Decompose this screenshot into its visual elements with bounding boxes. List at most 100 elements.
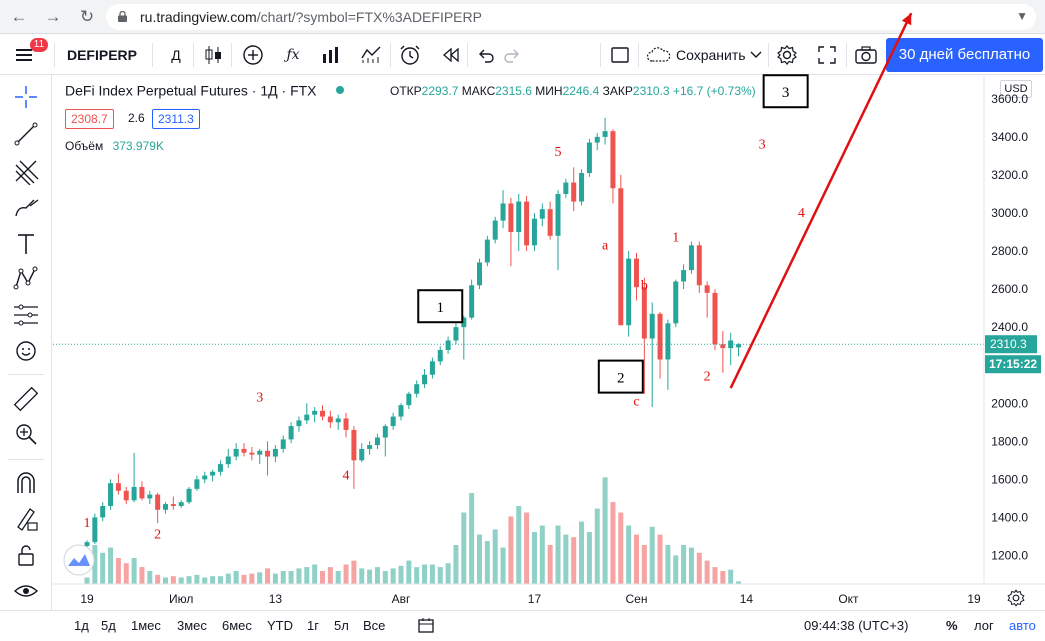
candle-body	[665, 323, 671, 360]
price-tick-label: 1400.0	[991, 510, 1028, 524]
redo-icon[interactable]	[502, 45, 522, 65]
range-button[interactable]: YTD	[267, 618, 293, 633]
camera-icon[interactable]	[854, 44, 878, 66]
zoom-in-icon[interactable]	[12, 420, 40, 448]
range-button[interactable]: 5л	[334, 618, 349, 633]
volume-bar	[539, 525, 545, 584]
chevron-down-icon[interactable]	[750, 51, 762, 59]
time-axis-settings-icon[interactable]	[1007, 589, 1025, 607]
save-button[interactable]: Сохранить	[676, 47, 746, 63]
alert-icon[interactable]	[398, 44, 422, 66]
volume-bar	[84, 577, 90, 584]
volume-bar	[139, 567, 145, 584]
candlesticks	[84, 117, 742, 554]
candle-body	[131, 486, 137, 501]
reload-icon[interactable]: ↻	[79, 7, 95, 26]
volume-bar	[398, 565, 404, 584]
range-button[interactable]: 1г	[307, 618, 319, 633]
brush-icon[interactable]	[12, 194, 40, 222]
volume-bar	[351, 560, 357, 584]
eye-icon[interactable]	[12, 577, 40, 605]
candle-body	[202, 475, 208, 480]
wave-label: 2	[704, 370, 711, 385]
financials-icon[interactable]	[320, 44, 342, 66]
magnet-icon[interactable]	[12, 469, 40, 497]
tv-logo[interactable]	[63, 544, 95, 576]
currency-button[interactable]: USD	[1000, 80, 1032, 98]
high-label: МАКС	[461, 84, 496, 98]
candle-body	[422, 374, 428, 385]
candle-body	[547, 209, 553, 236]
price-axis[interactable]: 1200.01400.01600.01800.02000.02200.02400…	[991, 92, 1028, 563]
pattern-icon[interactable]	[12, 265, 40, 293]
range-button[interactable]: 1д	[74, 618, 89, 633]
range-button[interactable]: 5д	[101, 618, 116, 633]
fullscreen-icon[interactable]	[816, 44, 838, 66]
range-button[interactable]: 3мес	[177, 618, 207, 633]
back-icon[interactable]: ←	[10, 7, 28, 26]
candle-body	[469, 285, 475, 318]
volume-bar	[665, 545, 671, 584]
interval-button[interactable]: Д	[171, 47, 181, 63]
undo-icon[interactable]	[476, 45, 496, 65]
volume-bar	[327, 567, 333, 584]
unlock-icon[interactable]	[12, 541, 40, 569]
replay-icon[interactable]	[440, 44, 462, 66]
fx-icon[interactable]: ƒx	[286, 47, 300, 63]
time-axis[interactable]: 19 Июл 13 Авг 17 Сен 14 Окт 19	[80, 592, 981, 606]
candles-style-icon[interactable]	[202, 44, 224, 66]
toolbar-divider	[8, 459, 44, 460]
volume-bar	[390, 568, 396, 584]
menu-icon[interactable]	[14, 46, 36, 64]
candle-body	[531, 218, 537, 246]
emoji-icon[interactable]	[12, 337, 40, 365]
pitchfork-icon[interactable]	[12, 157, 40, 185]
price-chart[interactable]: 1 2 3 4 5 a b c 1 2 3 4 1 2 3 1200.0 1400.0 1600.0 1800.0…	[0, 0, 1045, 610]
time-tick-label: Окт	[838, 592, 859, 606]
ohlc-values: ОТКР2293.7 МАКС2315.6 МИН2246.4 ЗАКР2310…	[390, 84, 756, 98]
volume-bar	[123, 563, 129, 584]
last-price-label-group: 2310.3 17:15:22	[985, 335, 1041, 374]
forward-icon[interactable]: →	[44, 7, 62, 26]
candle-body	[610, 131, 616, 189]
range-button[interactable]: 6мес	[222, 618, 252, 633]
add-indicator-icon[interactable]	[242, 44, 264, 66]
candle-body	[249, 452, 255, 455]
crosshair-icon[interactable]	[12, 83, 40, 111]
time-tick-label: 17	[528, 592, 542, 606]
instrument-name[interactable]: DeFi Index Perpetual Futures	[65, 82, 248, 99]
range-button[interactable]: Все	[363, 618, 386, 633]
volume-bar	[108, 547, 114, 584]
wave-label: a	[602, 238, 609, 253]
volume-bar	[202, 577, 208, 584]
sell-price-button[interactable]: 2308.7	[65, 109, 114, 129]
high-value: 2315.6	[495, 84, 532, 98]
ruler-icon[interactable]	[12, 385, 40, 413]
range-button[interactable]: 1мес	[131, 618, 161, 633]
market-status-icon	[336, 86, 345, 95]
goto-date-icon[interactable]	[418, 617, 436, 633]
candle-body	[712, 292, 718, 345]
trend-line-icon[interactable]	[12, 120, 40, 148]
text-tool-icon[interactable]	[12, 230, 40, 258]
annotation-box-label: 2	[617, 371, 625, 387]
volume-bar	[422, 564, 428, 584]
templates-icon[interactable]	[360, 44, 382, 66]
prediction-icon[interactable]	[12, 301, 40, 329]
toolbar-divider	[638, 43, 639, 67]
layout-icon[interactable]	[610, 45, 630, 65]
symbol-search-button[interactable]: DEFIPERP	[66, 47, 137, 63]
price-tick-label: 3400.0	[991, 130, 1028, 144]
lock-drawing-icon[interactable]	[12, 505, 40, 533]
bookmark-icon[interactable]: ▼	[1016, 9, 1028, 23]
log-button[interactable]: лог	[974, 618, 994, 633]
volume-legend: Объём 373.979K	[65, 139, 164, 153]
wave-label: 3	[256, 391, 263, 406]
auto-button[interactable]: авто	[1009, 618, 1036, 633]
percent-button[interactable]: %	[946, 618, 958, 633]
address-bar[interactable]: ru.tradingview.com/chart/?symbol=FTX%3AD…	[106, 4, 1036, 30]
settings-icon[interactable]	[776, 44, 798, 66]
buy-price-button[interactable]: 2311.3	[152, 109, 200, 129]
clock-timezone[interactable]: 09:44:38 (UTC+3)	[804, 618, 909, 633]
free-trial-button[interactable]: 30 дней бесплатно	[886, 38, 1043, 72]
